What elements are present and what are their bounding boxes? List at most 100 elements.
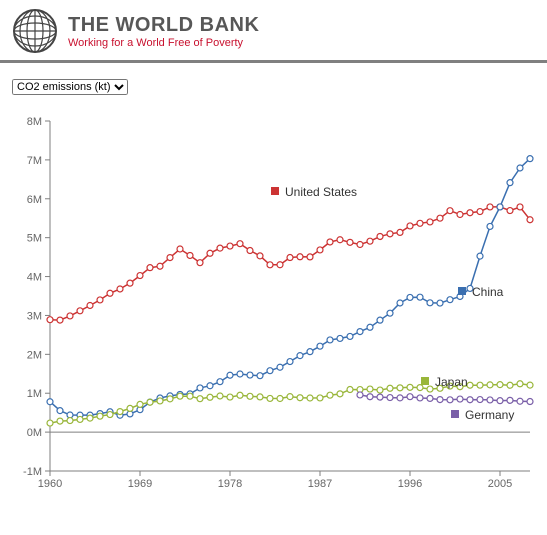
metric-select[interactable]: CO2 emissions (kt) (12, 79, 128, 95)
series-marker (487, 382, 493, 388)
y-tick-label: 0M (27, 427, 42, 439)
line-chart: -1M0M1M2M3M4M5M6M7M8M1960196919781987199… (10, 101, 537, 501)
y-tick-label: 3M (27, 310, 42, 322)
series-marker (67, 313, 73, 319)
series-marker (57, 418, 63, 424)
series-marker (357, 392, 363, 398)
chart-container: -1M0M1M2M3M4M5M6M7M8M1960196919781987199… (0, 101, 547, 501)
series-marker (497, 382, 503, 388)
x-tick-label: 2005 (488, 478, 512, 490)
series-marker (517, 398, 523, 404)
series-marker (217, 379, 223, 385)
series-marker (107, 412, 113, 418)
series-marker (287, 255, 293, 261)
series-marker (477, 397, 483, 403)
series-marker (367, 324, 373, 330)
controls-row: CO2 emissions (kt) (0, 63, 547, 101)
series-marker (517, 204, 523, 210)
series-marker (267, 262, 273, 268)
y-tick-label: 4M (27, 272, 42, 284)
series-marker (97, 413, 103, 419)
series-marker (357, 242, 363, 248)
series-marker (387, 385, 393, 391)
series-marker (277, 262, 283, 268)
series-marker (197, 396, 203, 402)
series-marker (157, 263, 163, 269)
series-marker (237, 371, 243, 377)
series-marker (427, 219, 433, 225)
series-marker (417, 385, 423, 391)
y-tick-label: 1M (27, 388, 42, 400)
series-marker (237, 241, 243, 247)
series-marker (247, 248, 253, 254)
series-marker (127, 280, 133, 286)
series-marker (197, 260, 203, 266)
series-marker (287, 394, 293, 400)
y-tick-label: -1M (23, 466, 42, 478)
series-line (50, 207, 530, 320)
series-marker (337, 391, 343, 397)
series-marker (47, 399, 53, 405)
series-marker (307, 254, 313, 260)
series-marker (407, 223, 413, 229)
series-marker (497, 398, 503, 404)
series-marker (327, 337, 333, 343)
series-label: Japan (435, 375, 468, 389)
series-marker (297, 254, 303, 260)
series-marker (487, 204, 493, 210)
series-marker (297, 395, 303, 401)
series-marker (377, 317, 383, 323)
series-marker (57, 317, 63, 323)
series-marker (437, 397, 443, 403)
series-marker (507, 382, 513, 388)
series-marker (477, 253, 483, 259)
series-marker (397, 385, 403, 391)
series-marker (157, 398, 163, 404)
series-marker (507, 208, 513, 214)
series-marker (327, 392, 333, 398)
series-marker (347, 333, 353, 339)
series-marker (417, 395, 423, 401)
series-marker (77, 416, 83, 422)
series-marker (177, 393, 183, 399)
series-marker (377, 233, 383, 239)
series-marker (517, 165, 523, 171)
legend-marker (451, 410, 459, 418)
series-marker (417, 220, 423, 226)
series-marker (247, 393, 253, 399)
series-marker (517, 381, 523, 387)
series-marker (507, 397, 513, 403)
series-marker (457, 211, 463, 217)
series-marker (267, 368, 273, 374)
series-marker (367, 238, 373, 244)
series-marker (257, 394, 263, 400)
y-tick-label: 5M (27, 233, 42, 245)
series-marker (437, 215, 443, 221)
series-label: United States (285, 185, 357, 199)
series-marker (387, 395, 393, 401)
series-marker (477, 382, 483, 388)
series-marker (277, 364, 283, 370)
series-marker (457, 396, 463, 402)
y-tick-label: 6M (27, 194, 42, 206)
series-marker (277, 395, 283, 401)
series-marker (507, 180, 513, 186)
series-marker (237, 392, 243, 398)
series-label: Germany (465, 408, 514, 422)
series-marker (227, 372, 233, 378)
series-marker (207, 250, 213, 256)
series-marker (467, 210, 473, 216)
legend-marker (271, 187, 279, 195)
y-tick-label: 7M (27, 155, 42, 167)
series-marker (317, 247, 323, 253)
series-marker (407, 384, 413, 390)
site-header: THE WORLD BANK Working for a World Free … (0, 0, 547, 63)
series-marker (377, 387, 383, 393)
series-marker (147, 265, 153, 271)
x-tick-label: 1960 (38, 478, 62, 490)
org-tagline: Working for a World Free of Poverty (68, 37, 259, 49)
series-marker (337, 335, 343, 341)
y-tick-label: 8M (27, 116, 42, 128)
series-marker (227, 243, 233, 249)
series-marker (317, 343, 323, 349)
